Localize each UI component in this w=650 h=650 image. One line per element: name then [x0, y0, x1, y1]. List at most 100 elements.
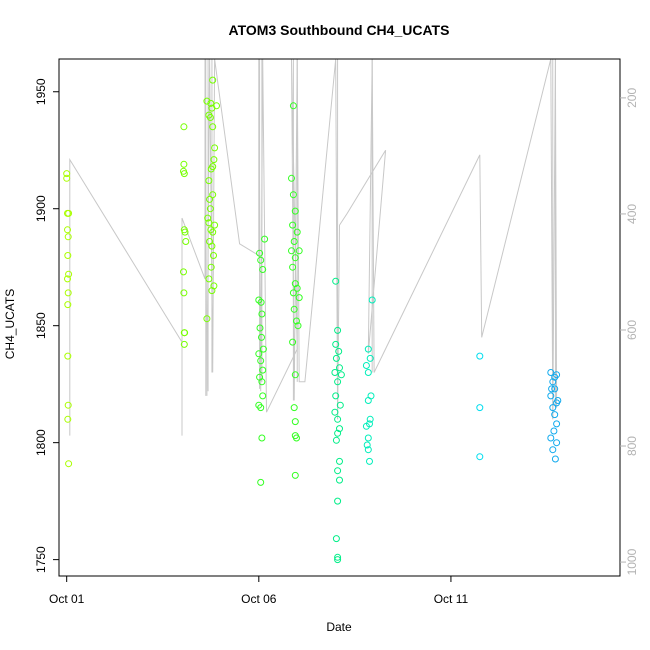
y-axis: 1750 1800 1850 1900 1950 [34, 78, 59, 573]
data-point-s2-29 [295, 247, 303, 255]
data-point-s2-20 [289, 102, 297, 110]
data-point-s1-22 [207, 165, 215, 173]
data-point-s3-7 [334, 378, 342, 386]
data-point-s1-8 [180, 289, 188, 297]
data-point-s1-35 [207, 263, 215, 271]
data-point-s1-17 [206, 114, 214, 121]
data-point-s2-21 [288, 174, 295, 182]
data-point-s2-27 [288, 247, 295, 255]
data-point-s4-13 [368, 296, 376, 304]
data-point-s3-12 [336, 425, 343, 433]
data-point-s4-5 [364, 397, 372, 404]
data-point-s3-8 [332, 392, 340, 400]
x-tick-label-1: Oct 06 [241, 592, 277, 606]
y2-tick-label-4: 1000 [625, 548, 639, 575]
data-point-s2-31 [291, 280, 299, 288]
data-point-s3-19 [334, 553, 342, 561]
data-point-s5-1 [476, 404, 484, 412]
data-point-s2-25 [293, 228, 301, 236]
data-point-s1-3 [180, 170, 188, 178]
data-point-s4-6 [366, 415, 374, 423]
data-point-s1-31 [211, 221, 219, 229]
data-point-s1-25 [209, 191, 217, 199]
x-tick-label-0: Oct 01 [49, 592, 85, 606]
data-point-s5-2 [476, 453, 484, 461]
data-point-s0-0 [63, 170, 71, 178]
data-point-s1-39 [203, 315, 211, 323]
data-point-s4-9 [364, 434, 372, 442]
data-point-s2-8 [259, 345, 267, 353]
y-tick-label-1: 1800 [34, 429, 48, 456]
data-point-s1-19 [211, 144, 219, 152]
y-tick-label-0: 1750 [34, 546, 48, 573]
data-point-s2-3 [255, 296, 263, 304]
data-point-s6-7 [551, 411, 559, 419]
data-point-s3-5 [336, 364, 343, 372]
data-point-s3-16 [336, 476, 343, 484]
data-point-s1-13 [207, 99, 215, 107]
data-point-s1-12 [203, 97, 211, 105]
data-point-s4-12 [366, 457, 373, 465]
data-point-s2-13 [258, 378, 266, 386]
data-point-s2-43 [293, 434, 300, 442]
data-point-s3-22 [334, 429, 342, 437]
data-point-s2-36 [293, 317, 300, 325]
data-point-s3-0 [332, 277, 340, 285]
data-point-s2-11 [259, 366, 267, 374]
data-point-s4-8 [362, 422, 370, 430]
y2-tick-label-0: 200 [625, 88, 639, 108]
data-point-s1-29 [207, 226, 215, 234]
data-point-s0-9 [64, 289, 72, 297]
data-point-s6-6 [549, 404, 557, 412]
data-point-s1-20 [210, 156, 218, 164]
data-point-s1-28 [205, 219, 213, 227]
data-point-s0-13 [64, 415, 72, 423]
data-point-s2-16 [259, 392, 267, 400]
data-point-s2-0 [256, 249, 264, 257]
data-point-s3-10 [331, 408, 339, 416]
data-point-s0-12 [64, 401, 72, 409]
data-point-s0-8 [64, 275, 71, 283]
data-point-s1-40 [209, 76, 217, 84]
data-point-s1-24 [206, 195, 214, 203]
data-point-s6-9 [550, 427, 558, 435]
data-point-s2-44 [291, 471, 299, 479]
data-point-s1-0 [180, 123, 188, 131]
data-point-s6-8 [553, 420, 561, 428]
data-point-s6-15 [551, 373, 559, 381]
spike-bands [205, 59, 556, 420]
data-point-s2-10 [257, 357, 265, 365]
data-point-s5-0 [476, 352, 484, 360]
data-point-s2-37 [294, 322, 302, 330]
data-point-s0-3 [65, 209, 73, 217]
data-point-s1-1 [180, 160, 188, 168]
trajectory-lines [69, 58, 558, 436]
data-point-s2-17 [258, 434, 266, 442]
data-point-s2-34 [295, 294, 303, 302]
data-point-s4-10 [363, 441, 371, 449]
y2-tick-label-2: 600 [625, 320, 639, 340]
data-point-s1-34 [210, 252, 217, 259]
data-point-s6-0 [547, 369, 555, 376]
data-points [63, 76, 562, 564]
data-point-s1-33 [208, 242, 216, 250]
data-point-s1-38 [210, 282, 218, 290]
data-point-s6-11 [553, 439, 561, 447]
y-axis-label: CH4_UCATS [3, 289, 17, 359]
data-point-s3-1 [334, 326, 342, 334]
data-point-s4-11 [364, 446, 372, 454]
data-point-s4-1 [366, 354, 374, 362]
data-point-s3-13 [332, 436, 340, 444]
y2-tick-label-3: 800 [625, 436, 639, 456]
data-point-s1-15 [208, 104, 216, 112]
data-point-s2-5 [258, 310, 266, 318]
y-tick-label-3: 1900 [34, 195, 48, 222]
data-point-s3-4 [332, 354, 340, 362]
data-point-s3-3 [335, 347, 343, 355]
data-point-s6-4 [547, 392, 555, 400]
data-point-s0-1 [63, 174, 71, 182]
data-point-s1-10 [181, 329, 189, 337]
data-point-s0-7 [65, 270, 73, 278]
trajectory-line [69, 58, 558, 436]
